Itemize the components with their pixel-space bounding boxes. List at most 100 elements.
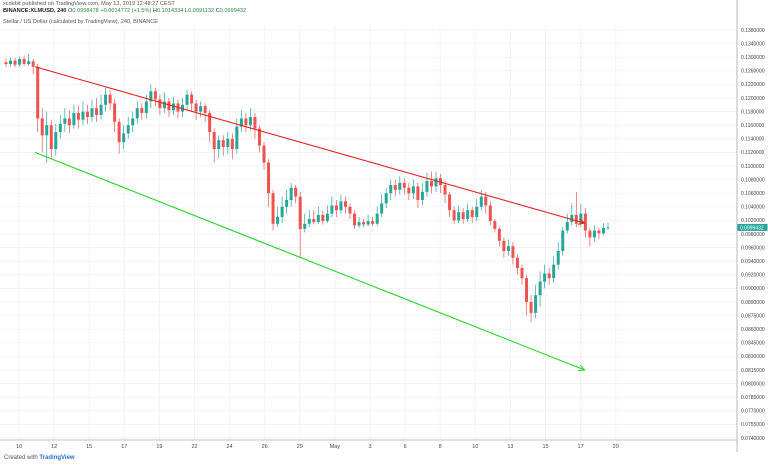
candle-body: [434, 178, 438, 187]
candle-body: [502, 240, 506, 251]
candle-body: [366, 221, 370, 225]
y-tick-label: 0.1260000: [741, 69, 765, 75]
y-tick-label: 0.0875000: [741, 313, 765, 319]
candles: [4, 53, 610, 322]
y-tick-label: 0.1340000: [741, 41, 765, 47]
ohlc-header: BINANCE:XLMUSD, 240 O0.0998478 +0.001477…: [3, 8, 246, 15]
x-tick-label: 20: [613, 444, 619, 450]
candle-body: [343, 201, 347, 207]
y-tick-label: 0.0960000: [741, 245, 765, 251]
candle-body: [511, 246, 515, 258]
x-tick-label: 6: [404, 444, 407, 450]
candle-body: [457, 212, 461, 221]
candle-body: [194, 103, 198, 112]
candle-body: [597, 230, 601, 234]
candle-body: [398, 183, 402, 190]
candle-body: [375, 213, 379, 224]
candle-body: [58, 123, 62, 132]
x-tick-label: 10: [472, 444, 478, 450]
candle-body: [294, 187, 298, 197]
candle-body: [380, 203, 384, 214]
candle-body: [362, 222, 366, 225]
y-tick-label: 0.1200000: [741, 96, 765, 102]
candle-body: [226, 138, 230, 147]
low-value: 0.0991132: [188, 8, 215, 14]
candle-body: [330, 205, 334, 214]
x-tick-label: 19: [156, 444, 162, 450]
candle-body: [18, 58, 22, 65]
candle-body: [475, 206, 479, 217]
open-label: O: [67, 8, 73, 14]
x-tick-label: 12: [51, 444, 57, 450]
candle-body: [144, 101, 148, 113]
y-tick-label: 0.0940000: [741, 259, 765, 265]
candle-body: [117, 121, 121, 143]
candle-body: [257, 128, 261, 146]
tradingview-logo: TradingView: [39, 455, 75, 461]
candle-body: [185, 94, 189, 105]
candle-body: [131, 118, 135, 126]
candle-body: [31, 61, 35, 67]
candle-body: [520, 268, 524, 279]
candle-body: [113, 103, 117, 122]
open-value: 0.0998478: [72, 8, 99, 14]
y-tick-label: 0.1220000: [741, 82, 765, 88]
y-tick-label: 0.0830000: [741, 354, 765, 360]
created-with-label: Created with: [4, 455, 38, 461]
y-tick-label: 0.0755000: [741, 422, 765, 428]
candle-body: [529, 302, 533, 313]
x-tick-label: 17: [578, 444, 584, 450]
candle-body: [543, 273, 547, 282]
x-tick-label: 10: [16, 444, 22, 450]
candle-body: [552, 264, 556, 279]
candle-body: [49, 125, 53, 149]
candle-body: [556, 251, 560, 265]
support-trend-line: [34, 151, 585, 370]
candle-body: [22, 58, 26, 64]
candle-body: [76, 112, 80, 120]
y-tick-label: 0.0890000: [741, 300, 765, 306]
y-tick-label: 0.1300000: [741, 55, 765, 61]
low-label: L: [184, 8, 189, 14]
candle-body: [199, 106, 203, 112]
candle-body: [276, 217, 280, 224]
close-value: 0.0999432: [219, 8, 247, 14]
y-tick-label: 0.1180000: [741, 109, 764, 115]
candle-body: [190, 94, 194, 104]
candle-body: [262, 145, 266, 163]
y-tick-label: 0.0920000: [741, 273, 765, 279]
candle-body: [203, 106, 207, 113]
candle-body: [484, 196, 488, 206]
x-tick-label: 17: [121, 444, 127, 450]
candle-body: [316, 214, 320, 223]
candle-body: [371, 221, 375, 224]
candle-body: [271, 193, 275, 224]
candle-body: [402, 183, 406, 188]
candle-body: [493, 221, 497, 229]
candle-body: [588, 230, 592, 238]
candle-body: [27, 61, 31, 64]
candle-body: [538, 281, 542, 296]
candle-body: [158, 99, 162, 109]
candle-body: [389, 185, 393, 194]
chart-title: Stellar / US Dollar (calculated by Tradi…: [3, 19, 159, 25]
symbol-label: BINANCE:XLMUSD, 240: [3, 8, 67, 14]
candle-body: [425, 180, 429, 192]
candle-body: [13, 60, 17, 65]
candle-body: [221, 140, 225, 147]
candle-body: [167, 101, 171, 111]
y-tick-label: 0.1380000: [741, 28, 765, 34]
change-value: +0.0014772 (+1.5%): [100, 8, 152, 14]
candle-body: [561, 230, 565, 251]
candle-body: [104, 94, 108, 105]
candle-body: [230, 138, 234, 149]
candle-body: [488, 205, 492, 222]
candle-body: [357, 222, 361, 226]
y-tick-label: 0.0980000: [741, 232, 765, 238]
candle-body: [583, 213, 587, 231]
y-tick-label: 0.0740000: [741, 436, 765, 442]
candle-body: [90, 108, 94, 118]
footer: Created with TradingView: [4, 455, 75, 461]
candle-body: [393, 185, 397, 190]
